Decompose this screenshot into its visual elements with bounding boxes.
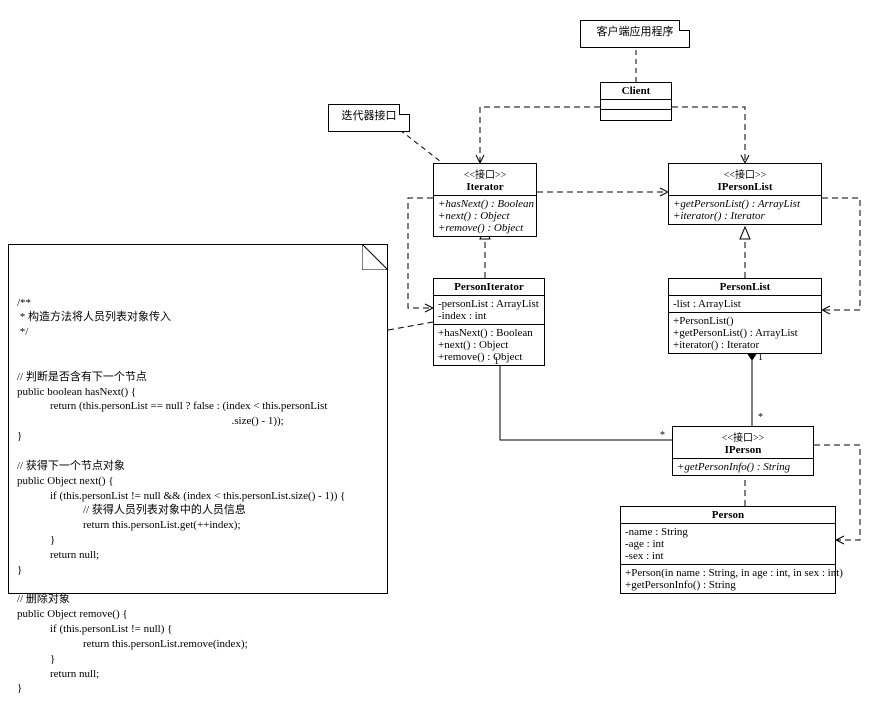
note-iterator-iface: 迭代器接口	[328, 104, 410, 132]
class-client: Client	[600, 82, 672, 121]
class-person: Person -name : String -age : int -sex : …	[620, 506, 836, 594]
iperson-name: IPerson	[725, 444, 762, 456]
personiterator-name: PersonIterator	[434, 279, 544, 296]
personlist-ops: +PersonList() +getPersonList() : ArrayLi…	[669, 313, 821, 353]
ipersonlist-ops: +getPersonList() : ArrayList +iterator()…	[669, 196, 821, 224]
iterator-name: Iterator	[466, 181, 503, 193]
class-iperson: <<接口>> IPerson +getPersonInfo() : String	[672, 426, 814, 476]
class-ipersonlist-title: <<接口>> IPersonList	[669, 164, 821, 196]
iterator-ops: +hasNext() : Boolean +next() : Object +r…	[434, 196, 536, 236]
class-ipersonlist: <<接口>> IPersonList +getPersonList() : Ar…	[668, 163, 822, 225]
personlist-name: PersonList	[669, 279, 821, 296]
class-client-name: Client	[601, 83, 671, 100]
mult-pl-one: 1	[758, 352, 763, 363]
personlist-attrs: -list : ArrayList	[669, 296, 821, 313]
personiterator-ops: +hasNext() : Boolean +next() : Object +r…	[434, 325, 544, 365]
iterator-stereotype: <<接口>>	[438, 166, 532, 181]
mult-pi-one: 1	[494, 356, 499, 367]
note-client-app-text: 客户端应用程序	[597, 26, 674, 38]
class-iperson-title: <<接口>> IPerson	[673, 427, 813, 459]
iperson-ops: +getPersonInfo() : String	[673, 459, 813, 475]
person-ops: +Person(in name : String, in age : int, …	[621, 565, 835, 593]
class-personiterator: PersonIterator -personList : ArrayList -…	[433, 278, 545, 366]
mult-pl-star: *	[758, 412, 763, 423]
class-personlist: PersonList -list : ArrayList +PersonList…	[668, 278, 822, 354]
note-iterator-iface-text: 迭代器接口	[342, 110, 397, 122]
iperson-stereotype: <<接口>>	[677, 429, 809, 444]
ipersonlist-stereotype: <<接口>>	[673, 166, 817, 181]
class-iterator-title: <<接口>> Iterator	[434, 164, 536, 196]
note-client-app: 客户端应用程序	[580, 20, 690, 48]
code-note-fold	[362, 244, 388, 270]
code-note-text: /** * 构造方法将人员列表对象传入 */ // 判断是否含有下一个节点 pu…	[17, 296, 379, 697]
person-attrs: -name : String -age : int -sex : int	[621, 524, 835, 565]
person-name: Person	[621, 507, 835, 524]
personiterator-attrs: -personList : ArrayList -index : int	[434, 296, 544, 325]
code-note: /** * 构造方法将人员列表对象传入 */ // 判断是否含有下一个节点 pu…	[8, 244, 388, 594]
class-client-attrs	[601, 100, 671, 110]
ipersonlist-name: IPersonList	[718, 181, 773, 193]
mult-pi-star: *	[660, 430, 665, 441]
class-iterator: <<接口>> Iterator +hasNext() : Boolean +ne…	[433, 163, 537, 237]
class-client-ops	[601, 110, 671, 120]
